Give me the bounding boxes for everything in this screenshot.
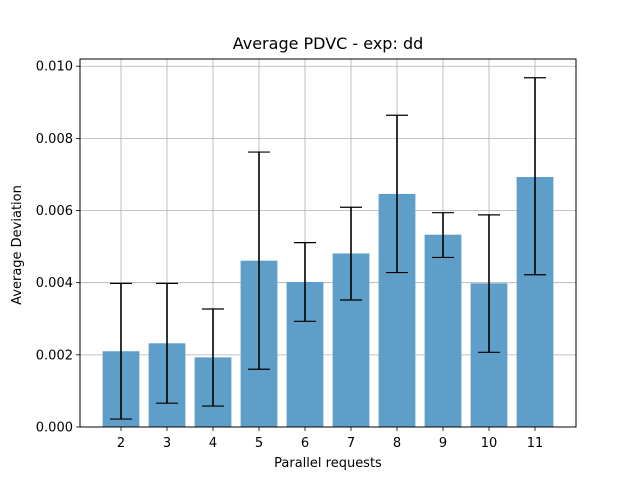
y-tick-label: 0.002 [36, 348, 73, 363]
error-bar-7 [340, 206, 362, 301]
x-tick-label: 5 [255, 436, 263, 451]
x-tick-label: 8 [393, 436, 401, 451]
y-tick-label: 0.004 [36, 276, 73, 291]
y-tick-label: 0.008 [36, 132, 73, 147]
x-tick-label: 2 [117, 436, 125, 451]
x-tick-label: 6 [301, 436, 309, 451]
error-bar-9 [432, 212, 454, 259]
chart-title: Average PDVC - exp: dd [233, 34, 424, 53]
error-bars [110, 77, 546, 420]
x-axis-label: Parallel requests [274, 456, 382, 471]
error-bar-10 [478, 214, 500, 353]
y-tick-label: 0.010 [36, 60, 73, 75]
error-bar-3 [156, 282, 178, 404]
error-bar-11 [524, 77, 546, 276]
x-tick-label: 11 [527, 436, 544, 451]
error-bar-5 [248, 151, 270, 370]
y-tick-label: 0.000 [36, 421, 73, 436]
y-ticks: 0.000 0.002 0.004 0.006 0.008 0.010 [36, 60, 80, 436]
error-bar-8 [386, 114, 408, 274]
y-axis-label: Average Deviation [10, 185, 25, 305]
x-tick-label: 7 [347, 436, 355, 451]
bar-9 [424, 234, 462, 427]
y-tick-label: 0.006 [36, 204, 73, 219]
x-tick-label: 10 [481, 436, 498, 451]
x-ticks: 2 3 4 5 6 7 8 9 10 11 [117, 427, 543, 451]
x-tick-label: 9 [439, 436, 447, 451]
error-bar-2 [110, 282, 132, 420]
error-bar-4 [202, 308, 224, 407]
x-tick-label: 4 [209, 436, 217, 451]
error-bar-6 [294, 242, 316, 322]
plot-frame [79, 58, 577, 428]
x-tick-label: 3 [163, 436, 171, 451]
